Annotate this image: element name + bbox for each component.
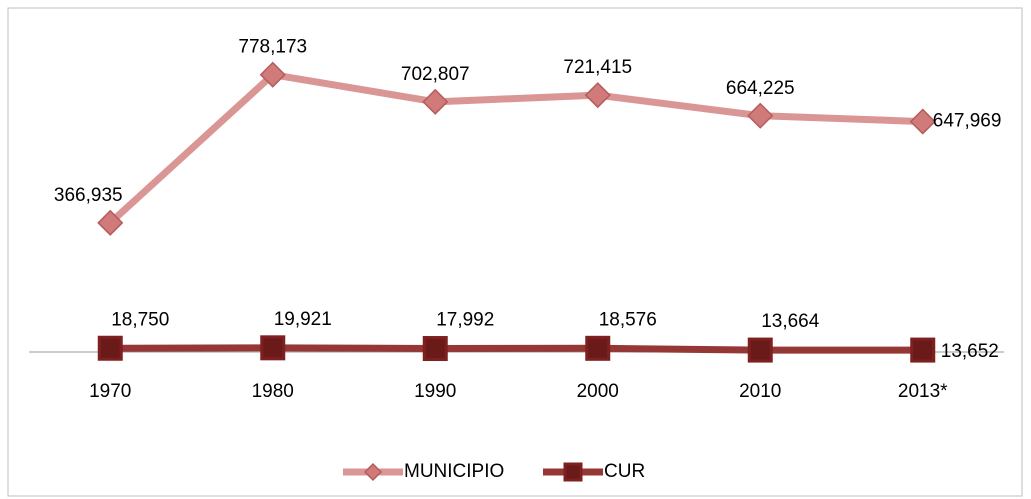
marker bbox=[585, 335, 611, 361]
data-label: 702,807 bbox=[401, 64, 470, 85]
x-tick-label: 1980 bbox=[252, 381, 294, 402]
x-tick-label: 2000 bbox=[577, 381, 619, 402]
data-label: 19,921 bbox=[274, 309, 332, 330]
marker bbox=[259, 61, 286, 88]
data-label: 664,225 bbox=[726, 78, 795, 99]
marker bbox=[747, 337, 773, 363]
legend-label: CUR bbox=[604, 461, 645, 482]
series-line bbox=[107, 71, 923, 226]
x-tick-label: 2010 bbox=[739, 381, 781, 402]
data-label: 18,750 bbox=[111, 309, 169, 330]
data-label: 721,415 bbox=[563, 57, 632, 78]
marker bbox=[422, 88, 449, 115]
x-tick-label: 1990 bbox=[414, 381, 456, 402]
data-label: 13,664 bbox=[761, 311, 820, 332]
legend-marker bbox=[563, 462, 583, 482]
marker bbox=[584, 82, 611, 109]
series-line bbox=[110, 344, 923, 354]
legend-label: MUNICIPIO bbox=[404, 461, 504, 482]
x-tick-label: 2013* bbox=[898, 381, 948, 402]
marker bbox=[97, 209, 124, 236]
data-label: 647,969 bbox=[933, 111, 1002, 132]
data-label: 778,173 bbox=[238, 37, 307, 58]
data-label: 17,992 bbox=[436, 310, 494, 331]
marker bbox=[422, 336, 448, 362]
data-label: 18,576 bbox=[599, 309, 657, 330]
data-label: 366,935 bbox=[54, 185, 123, 206]
chart-frame bbox=[7, 7, 1023, 497]
x-tick-label: 1970 bbox=[89, 381, 131, 402]
marker bbox=[747, 102, 774, 129]
marker bbox=[910, 337, 936, 363]
marker bbox=[909, 108, 936, 135]
data-label: 13,652 bbox=[941, 341, 999, 362]
legend-marker bbox=[363, 462, 383, 482]
marker bbox=[260, 335, 286, 361]
marker bbox=[97, 335, 123, 361]
